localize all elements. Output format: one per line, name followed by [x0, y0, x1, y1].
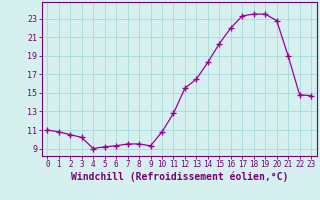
X-axis label: Windchill (Refroidissement éolien,°C): Windchill (Refroidissement éolien,°C)	[70, 172, 288, 182]
